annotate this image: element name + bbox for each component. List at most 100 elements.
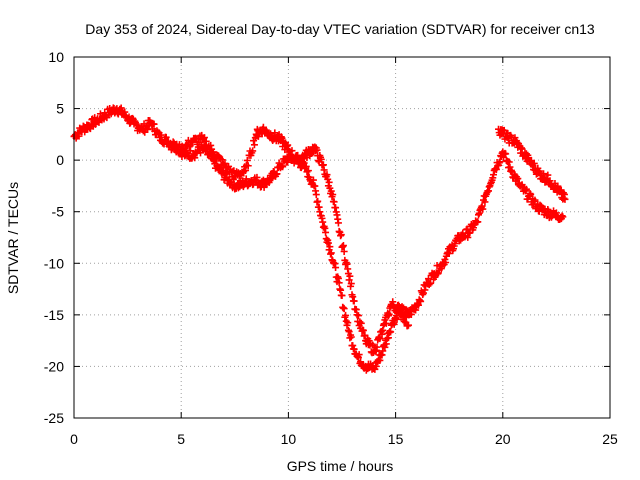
data-point [502,150,510,158]
data-point [492,165,500,173]
data-point [278,134,286,142]
data-point [218,156,226,164]
data-point [381,343,389,351]
x-tick-label: 5 [177,431,185,447]
data-point [531,196,539,204]
data-point [186,142,194,150]
data-point [196,149,204,157]
data-point [75,132,83,140]
data-point [181,147,189,155]
data-point [169,138,177,146]
data-point [561,195,569,203]
plot-frame [73,56,611,419]
data-point [325,178,333,186]
data-point [407,310,415,318]
data-point [202,137,210,145]
data-point [324,239,332,247]
data-point [417,297,425,305]
x-tick-label: 10 [281,431,297,447]
x-tick-label: 25 [602,431,618,447]
x-tick-label: 0 [70,431,78,447]
data-point [393,315,401,323]
data-point [347,333,355,341]
y-tick-label: -10 [44,255,64,271]
data-point [340,305,348,313]
data-point [221,159,229,167]
data-point [344,319,352,327]
data-point [335,279,343,287]
data-point [279,163,287,171]
data-point [522,185,530,193]
data-point [342,311,350,319]
data-point [518,145,526,153]
data-point [322,228,330,236]
data-point [200,134,208,142]
data-point [496,158,504,166]
data-point [326,243,334,251]
x-tick-labels: 0 5 10 15 20 25 [70,431,618,447]
data-point [339,242,347,250]
data-point [338,292,346,300]
data-point [117,104,125,112]
data-point [527,190,535,198]
data-point [402,313,410,321]
data-point [209,148,217,156]
y-axis-label: SDTVAR / TECUs [5,182,21,294]
data-point [327,249,335,257]
series-track-c [495,125,569,203]
data-point [185,143,193,151]
data-point [253,173,261,181]
data-point [479,205,487,213]
data-point [337,231,345,239]
data-point [157,131,165,139]
data-point [314,197,322,205]
data-point [382,319,390,327]
data-point [162,133,170,141]
data-point [350,297,358,305]
data-point [445,250,453,258]
data-point [514,175,522,183]
data-point [356,318,364,326]
y-tick-label: -15 [44,307,64,323]
data-point [357,319,365,327]
data-point [347,280,355,288]
data-point [288,147,296,155]
data-point [243,156,251,164]
data-point [273,170,281,178]
data-point [304,167,312,175]
x-tick-label: 20 [495,431,511,447]
y-tick-label: 10 [48,49,64,65]
chart-title: Day 353 of 2024, Sidereal Day-to-day VTE… [85,21,595,37]
data-point [250,141,258,149]
data-point [474,218,482,226]
x-axis-label: GPS time / hours [287,458,394,474]
data-point [376,335,384,343]
data-point [387,328,395,336]
data-point [309,176,317,184]
y-tick-label: 5 [56,101,64,117]
y-tick-label: -5 [52,204,65,220]
data-point [559,213,567,221]
data-point [385,310,393,318]
data-point [242,166,250,174]
data-point [404,321,412,329]
data-point [249,147,257,155]
data-point [427,279,435,287]
series-track-b [166,123,412,357]
data-point [332,264,340,272]
data-point [354,312,362,320]
series-layer [70,104,569,374]
x-tick-label: 15 [388,431,404,447]
y-tick-label: 0 [56,152,64,168]
data-point [345,328,353,336]
series-track-a [70,104,567,374]
data-point [340,247,348,255]
data-point [334,219,342,227]
data-point [346,272,354,280]
data-point [401,312,409,320]
data-point [442,258,450,266]
data-point [373,343,381,351]
data-point [329,191,337,199]
